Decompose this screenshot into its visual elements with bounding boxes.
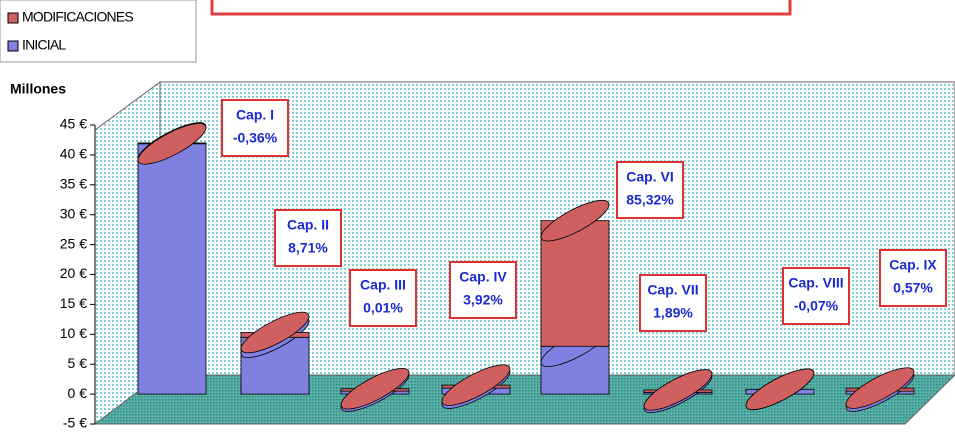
bar-cap: [137, 123, 207, 165]
bar-cap: [540, 199, 610, 242]
floor: [93, 374, 955, 425]
bar-cap: [845, 367, 915, 409]
bar-cap: [643, 369, 713, 411]
annotation-text: 0,01%: [363, 300, 403, 316]
legend-swatch: [7, 40, 19, 52]
annotation-text: Cap. III: [360, 277, 406, 293]
annotation-box: [616, 161, 684, 219]
bar-cap: [240, 311, 310, 354]
y-tick-label: 5 €: [68, 355, 88, 371]
legend-label: MODIFICACIONES: [22, 9, 133, 25]
title-box: [210, 0, 792, 16]
y-tick-label: 25 €: [60, 235, 87, 251]
bar-cap: [745, 368, 815, 411]
annotation-text: Cap. II: [287, 217, 329, 233]
annotation-box: [274, 209, 342, 267]
y-tick-label: 10 €: [60, 325, 87, 341]
legend-box: [0, 0, 197, 63]
annotation-box: [221, 99, 289, 157]
legend-label: INICIAL: [22, 37, 66, 53]
annotation-text: 8,71%: [288, 240, 328, 256]
annotation-box: [349, 269, 417, 327]
annotation-text: Cap. VI: [626, 169, 673, 185]
y-axis-label: Millones: [10, 81, 66, 97]
legend-swatch: [7, 12, 19, 24]
annotation-box: [782, 267, 850, 325]
y-tick-label: -5 €: [63, 415, 87, 431]
annotation-box: [639, 274, 707, 332]
annotation-text: -0,36%: [233, 130, 278, 146]
annotation-text: Cap. IX: [889, 257, 937, 273]
annotation-text: 3,92%: [463, 292, 503, 308]
y-tick-label: 35 €: [60, 176, 87, 192]
annotation-box: [449, 261, 517, 319]
y-tick-label: 15 €: [60, 295, 87, 311]
bar-segment: [137, 142, 207, 395]
annotation-box: [879, 249, 947, 307]
bar-cap: [441, 364, 511, 406]
y-tick-label: 20 €: [60, 265, 87, 281]
annotation-text: -0,07%: [794, 298, 839, 314]
annotation-text: Cap. I: [236, 107, 274, 123]
y-tick-label: 0 €: [68, 385, 88, 401]
bar-segment: [540, 220, 610, 347]
annotation-text: 0,57%: [893, 280, 933, 296]
annotation-text: 1,89%: [653, 305, 693, 321]
annotation-text: Cap. VII: [647, 282, 698, 298]
bar-cap: [340, 368, 410, 410]
y-tick-label: 40 €: [60, 146, 87, 162]
y-tick-label: 30 €: [60, 205, 87, 221]
annotation-text: 85,32%: [626, 192, 674, 208]
y-tick-label: 45 €: [60, 116, 87, 132]
annotation-text: Cap. VIII: [788, 275, 843, 291]
annotation-text: Cap. IV: [459, 269, 507, 285]
